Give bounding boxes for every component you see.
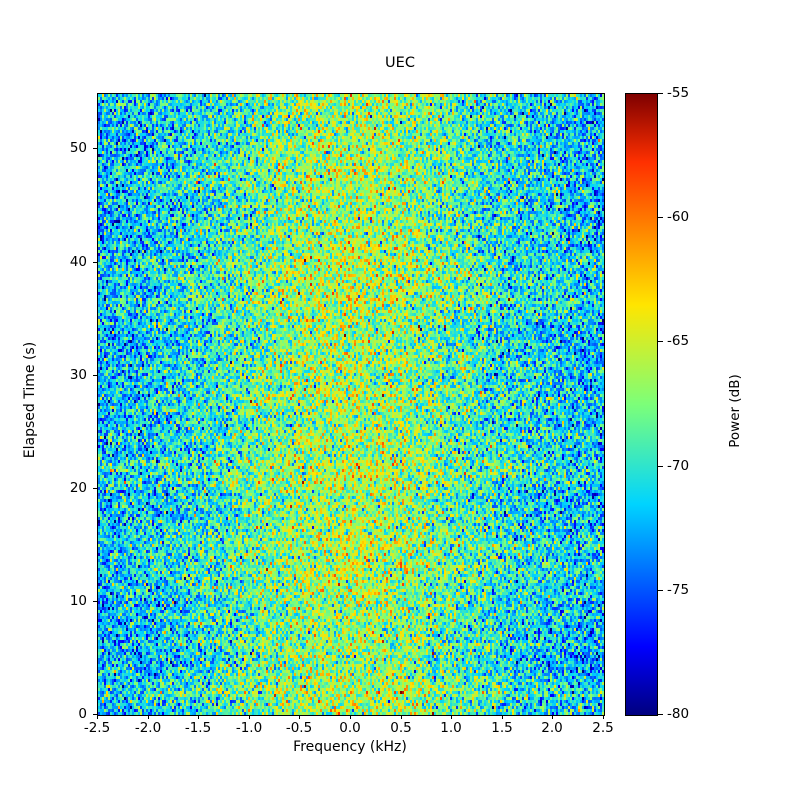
colorbar-tick-mark <box>658 217 663 218</box>
y-tick-label: 50 <box>69 140 87 156</box>
y-tick-label: 40 <box>69 254 87 270</box>
x-tick-mark <box>198 715 199 719</box>
x-tick-label: 0.0 <box>339 720 361 736</box>
y-tick-label: 0 <box>78 706 87 722</box>
y-tick-label: 30 <box>69 367 87 383</box>
x-tick-label: 2.5 <box>592 720 614 736</box>
colorbar-tick-label: -70 <box>667 458 690 474</box>
y-tick-mark <box>93 262 97 263</box>
colorbar-tick-label: -80 <box>667 706 690 722</box>
y-tick-mark <box>93 601 97 602</box>
y-tick-mark <box>93 714 97 715</box>
x-tick-mark <box>299 715 300 719</box>
colorbar-tick-label: -65 <box>667 333 690 349</box>
x-tick-label: -0.5 <box>285 720 313 736</box>
x-tick-mark <box>97 715 98 719</box>
colorbar-tick-mark <box>658 341 663 342</box>
x-tick-label: 1.5 <box>491 720 513 736</box>
x-tick-label: -2.5 <box>83 720 111 736</box>
colorbar-gradient <box>626 94 657 715</box>
x-tick-mark <box>148 715 149 719</box>
x-tick-mark <box>401 715 402 719</box>
x-tick-label: -1.5 <box>184 720 212 736</box>
colorbar-label: Power (dB) <box>727 374 743 448</box>
x-tick-mark <box>603 715 604 719</box>
spectrogram-image <box>98 94 604 715</box>
colorbar-tick-mark <box>658 466 663 467</box>
x-axis-label: Frequency (kHz) <box>293 739 407 755</box>
y-tick-mark <box>93 375 97 376</box>
x-tick-mark <box>502 715 503 719</box>
title-station-name: UEC <box>385 55 415 71</box>
colorbar-tick-label: -55 <box>667 85 690 101</box>
y-tick-label: 20 <box>69 480 87 496</box>
x-tick-label: 2.0 <box>541 720 563 736</box>
x-tick-label: -1.0 <box>235 720 263 736</box>
x-tick-mark <box>249 715 250 719</box>
colorbar-tick-label: -75 <box>667 582 690 598</box>
colorbar[interactable] <box>625 93 658 716</box>
y-axis-label: Elapsed Time (s) <box>22 341 38 459</box>
colorbar-tick-mark <box>658 590 663 591</box>
y-tick-label: 10 <box>69 593 87 609</box>
x-tick-label: 0.5 <box>390 720 412 736</box>
colorbar-tick-label: -60 <box>667 209 690 225</box>
y-tick-mark <box>93 148 97 149</box>
x-tick-mark <box>350 715 351 719</box>
x-tick-label: -2.0 <box>134 720 162 736</box>
colorbar-tick-mark <box>658 714 663 715</box>
y-tick-mark <box>93 488 97 489</box>
x-tick-label: 1.0 <box>440 720 462 736</box>
x-tick-mark <box>552 715 553 719</box>
colorbar-tick-mark <box>658 93 663 94</box>
x-tick-mark <box>451 715 452 719</box>
spectrogram-plot-area[interactable] <box>97 93 605 716</box>
